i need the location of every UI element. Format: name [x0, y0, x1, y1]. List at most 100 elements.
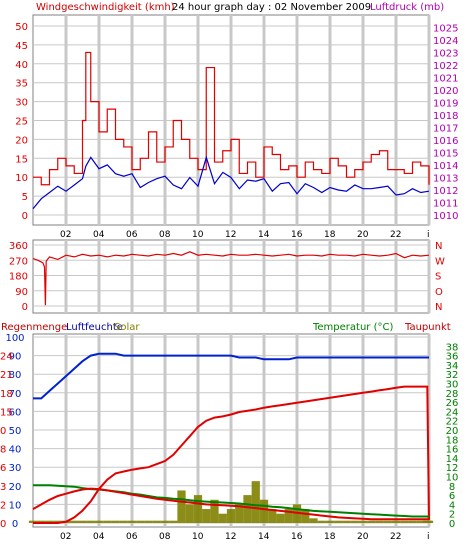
wind-speed-line: [33, 51, 430, 186]
wind-x-tick-label: i: [427, 230, 430, 240]
humidity-y-tick-label: 60: [9, 407, 22, 418]
wind-x-tick-label: 22: [390, 230, 401, 240]
temperature-y-tick-label: 30: [446, 380, 459, 391]
pressure-line: [32, 155, 430, 210]
pressure-y-tick-label: 1016: [433, 136, 458, 147]
temperature-y-tick-label: 2: [449, 510, 455, 521]
wind-x-tick-label: 06: [126, 230, 138, 240]
humidity-y-tick-label: 100: [5, 333, 24, 344]
humidity-y-tick-label: 10: [9, 500, 22, 511]
humidity-y-tick-label: 20: [9, 482, 22, 493]
humidity-y-tick-label: 80: [9, 370, 22, 381]
temperature-y-tick-label: 36: [446, 352, 459, 363]
solar-bar: [400, 520, 409, 523]
solar-bar: [383, 520, 392, 523]
temp-x-tick-label: 06: [126, 532, 138, 542]
temperature-y-tick-label: 8: [449, 482, 455, 493]
wind-y-tick-label: 20: [15, 135, 28, 146]
humidity-y-tick-label: 40: [9, 445, 22, 456]
solar-bar: [284, 509, 293, 523]
rain-y-tick-label: 24: [0, 352, 13, 363]
solar-bar: [177, 490, 186, 523]
direction-y-tick-label: 180: [9, 272, 28, 283]
direction-compass-label: N: [435, 241, 442, 252]
temperature-y-tick-label: 38: [446, 342, 459, 353]
rain-y-tick-label: 8: [0, 445, 6, 456]
temperature-y-tick-label: 20: [446, 426, 459, 437]
solar-bar: [144, 520, 153, 523]
temperature-y-tick-label: 32: [446, 370, 459, 381]
rain-y-tick-label: 15: [0, 407, 13, 418]
temperature-y-tick-label: 12: [446, 463, 459, 474]
wind-x-tick-label: 02: [60, 230, 71, 240]
humidity-y-tick-label: 30: [9, 463, 22, 474]
temp-x-tick-label: 20: [357, 532, 369, 542]
pressure-y-tick-label: 1023: [433, 48, 458, 59]
solar-bar: [317, 520, 326, 523]
wind-direction-line: [32, 251, 430, 306]
solar-bar: [37, 520, 46, 523]
solar-bar: [193, 495, 203, 523]
wind-y-tick-label: 40: [15, 60, 28, 71]
solar-bar: [391, 520, 401, 523]
pressure-y-tick-label: 1015: [433, 148, 458, 159]
temp-x-tick-label: 16: [291, 532, 303, 542]
wind-x-tick-label: 04: [93, 230, 105, 240]
temperature-y-tick-label: 0: [449, 519, 455, 530]
rain-y-tick-label: 6: [0, 463, 6, 474]
solar-bar: [103, 520, 112, 523]
solar-bar: [408, 520, 417, 523]
solar-bar: [160, 520, 170, 523]
rain-y-tick-label: 0: [0, 519, 6, 530]
solar-bar: [152, 520, 161, 523]
solar-bar: [210, 499, 219, 523]
solar-bar: [235, 504, 244, 523]
pressure-title: Luftdruck (mb): [370, 2, 444, 13]
temperature-marks: [28, 352, 434, 524]
pressure-y-tick-label: 1020: [433, 86, 458, 97]
solar-bar: [111, 520, 120, 523]
temperature-y-tick-label: 28: [446, 389, 459, 400]
solar-bar: [358, 520, 368, 523]
wind-y-tick-label: 50: [15, 22, 28, 33]
wind-y-tick-label: 5: [22, 192, 28, 203]
solar-bar: [226, 509, 236, 523]
temperature-title: Temperatur (°C): [312, 322, 393, 333]
solar-bar: [309, 518, 318, 523]
solar-bar: [28, 520, 38, 523]
solar-bar: [86, 520, 95, 523]
solar-bar: [218, 513, 227, 523]
pressure-y-tick-label: 1024: [433, 36, 458, 47]
solar-title: Solar: [114, 322, 140, 333]
solar-bar: [94, 520, 104, 523]
wind-marks: [32, 51, 430, 210]
solar-bar: [416, 520, 425, 523]
humidity-y-tick-label: 50: [9, 426, 22, 437]
solar-bar: [127, 520, 137, 523]
wind-x-tick-label: 16: [291, 230, 303, 240]
temperature-y-tick-label: 14: [446, 454, 459, 465]
temp-x-tick-label: 18: [324, 532, 336, 542]
solar-bar: [342, 520, 351, 523]
direction-y-tick-label: 90: [15, 287, 28, 298]
temperature-y-tick-label: 34: [446, 361, 459, 372]
temperature-y-tick-label: 16: [446, 445, 459, 456]
wind-y-tick-label: 10: [15, 173, 28, 184]
solar-bar: [301, 509, 310, 523]
direction-marks: [32, 251, 430, 306]
wind-y-tick-label: 45: [15, 41, 28, 52]
direction-y-tick-label: 270: [9, 256, 28, 267]
solar-bar: [375, 520, 384, 523]
pressure-y-tick-label: 1019: [433, 98, 458, 109]
pressure-y-tick-label: 1010: [433, 211, 458, 222]
rain-y-tick-label: 18: [0, 389, 13, 400]
solar-bar: [169, 520, 178, 523]
axes: 02 04 06 08 10 12 14 16 18 20 22 i02 04 06 08 10 12 14 16 1…: [0, 22, 458, 542]
direction-compass-label: W: [435, 256, 445, 267]
wind-x-tick-label: 12: [225, 230, 236, 240]
rain-y-tick-label: 21: [0, 370, 13, 381]
humidity-y-tick-label: 90: [9, 352, 22, 363]
wind-y-tick-label: 25: [15, 117, 28, 128]
wind-title: Windgeschwindigkeit (kmh): [36, 2, 175, 13]
